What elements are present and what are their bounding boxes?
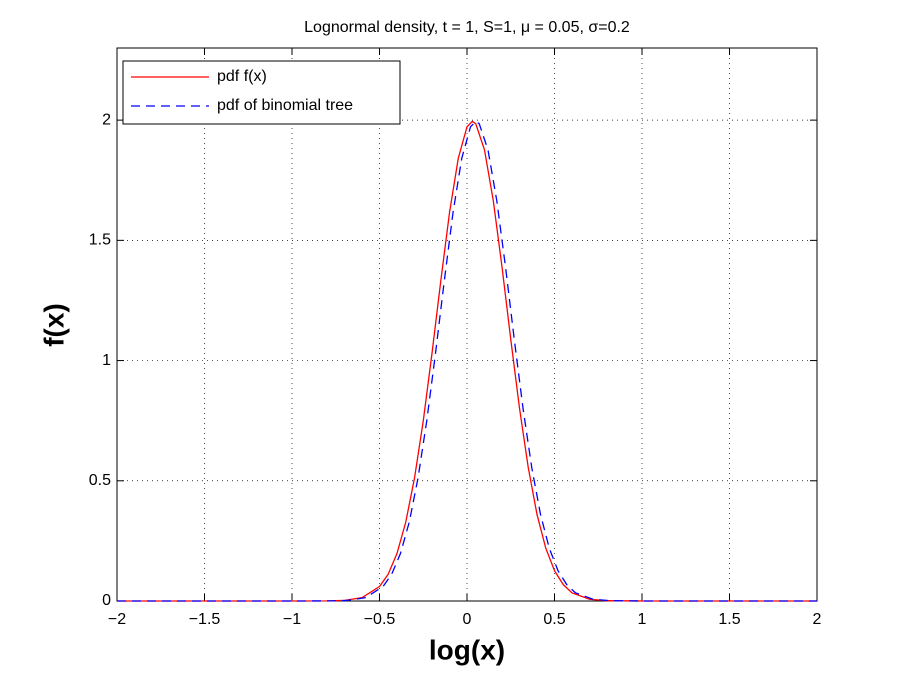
chart-title: Lognormal density, t = 1, S=1, μ = 0.05,…: [304, 19, 630, 36]
x-tick-label: −1: [283, 611, 301, 628]
x-tick-label: −1.5: [189, 611, 221, 628]
y-tick-label: 0.5: [89, 472, 111, 489]
x-tick-label: 1: [638, 611, 647, 628]
y-tick-label: 1.5: [89, 232, 111, 249]
x-tick-label: 1.5: [718, 611, 740, 628]
y-tick-label: 2: [102, 111, 111, 128]
x-tick-label: −0.5: [364, 611, 396, 628]
x-tick-label: 2: [813, 611, 822, 628]
x-axis-label: log(x): [429, 634, 505, 665]
x-tick-label: 0.5: [543, 611, 565, 628]
y-tick-label: 1: [102, 352, 111, 369]
legend-label: pdf of binomial tree: [217, 97, 353, 114]
y-tick-label: 0: [102, 592, 111, 609]
plot-frame: [116, 47, 818, 602]
x-tick-label: 0: [463, 611, 472, 628]
data-line: [117, 120, 817, 602]
data-line: [117, 120, 817, 602]
legend-label: pdf f(x): [217, 68, 267, 85]
y-axis-label: f(x): [38, 303, 69, 347]
x-tick-label: −2: [108, 611, 126, 628]
legend-box: [122, 60, 401, 125]
